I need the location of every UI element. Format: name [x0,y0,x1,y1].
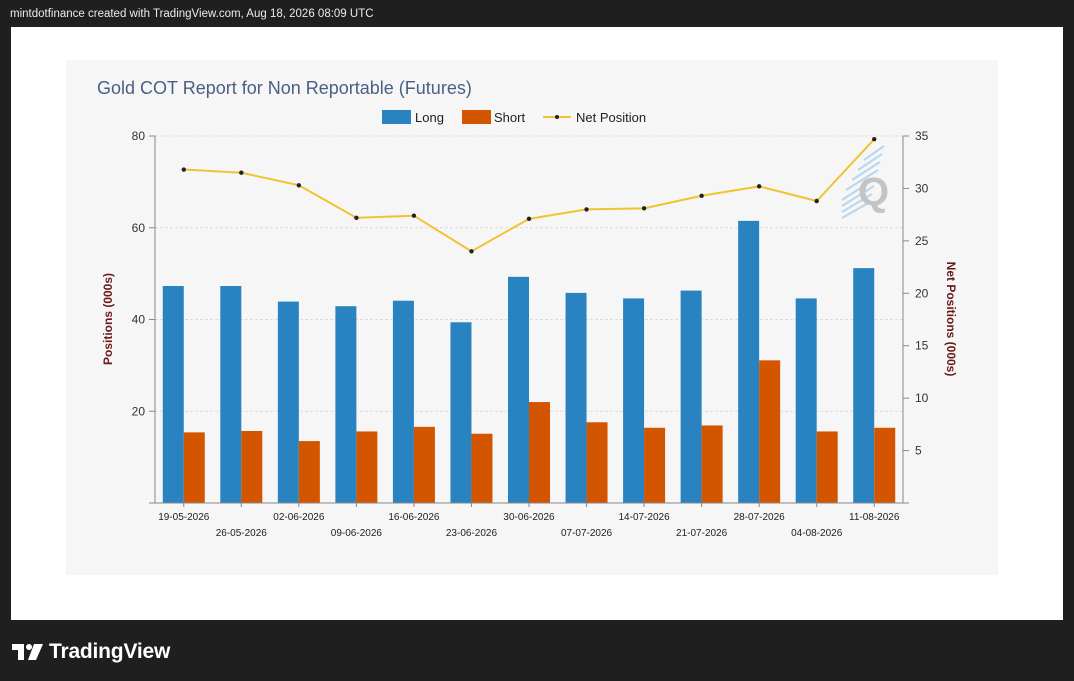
bar-short [586,422,608,503]
right-tick-label: 25 [915,234,929,248]
net-position-point [469,249,474,254]
legend-swatch-long [382,110,411,124]
bar-short [644,427,666,503]
left-tick-label: 60 [132,221,146,235]
right-axis-ticks: 5 10 15 20 25 30 35 [903,129,929,458]
bar-long [335,306,357,503]
x-tick-label: 02-06-2026 [273,512,325,523]
x-tick-label: 09-06-2026 [331,528,383,539]
bars [162,220,896,503]
tradingview-wordmark: TradingView [49,640,171,663]
net-position-point [756,184,762,189]
tradingview-brand: TradingView [12,638,170,666]
net-position-line [183,138,875,253]
net-position-point [296,183,302,188]
net-position-point [239,170,244,175]
right-tick-label: 10 [915,391,929,405]
bar-short [759,360,781,503]
bar-long [853,268,875,503]
bar-long [795,298,817,503]
net-position-point [584,207,589,212]
bar-short [413,426,435,503]
legend-label-short: Short [494,110,525,125]
bar-short [356,431,378,503]
left-axis-title: Positions (000s) [101,273,115,365]
net-position-point [872,136,877,142]
left-tick-label: 40 [132,313,146,327]
x-tick-label: 19-05-2026 [158,512,210,523]
left-tick-label: 80 [132,129,146,143]
x-axis-labels: 19-05-2026 26-05-2026 02-06-2026 09-06-2026… [158,503,900,539]
left-axis-ticks: 20 40 60 80 [132,129,155,418]
x-tick-label: 30-06-2026 [503,512,555,523]
right-tick-label: 15 [915,339,929,353]
x-tick-label: 28-07-2026 [734,512,786,523]
x-tick-label: 04-08-2026 [791,528,843,539]
net-position-series [181,136,877,254]
x-tick-label: 26-05-2026 [216,528,268,539]
chart-title: Gold COT Report for Non Reportable (Futu… [97,78,472,98]
bar-long [738,220,760,503]
watermark-letter: Q [858,170,889,214]
caption-bar: mintdotfinance created with TradingView.… [0,0,1074,27]
bar-long [162,286,184,503]
bar-long [680,290,702,503]
bar-long [565,292,587,503]
chart-caption: mintdotfinance created with TradingView.… [10,8,374,20]
bar-short [529,402,550,503]
legend-swatch-net-marker [555,115,559,119]
tradingview-logo-icon [12,644,43,660]
net-position-point [411,213,417,218]
net-position-point [354,215,359,220]
bar-short [701,425,723,503]
right-tick-label: 20 [915,286,929,300]
left-tick-label: 20 [132,404,146,418]
net-position-point [181,167,186,172]
legend-label-long: Long [415,110,444,125]
bar-long [220,286,242,503]
net-position-point [699,193,704,198]
net-position-point [814,198,819,204]
right-tick-label: 35 [915,129,929,143]
bar-short [241,430,263,503]
x-tick-label: 16-06-2026 [388,512,440,523]
bar-long [508,276,529,503]
right-axis-title: Net Positions (000s) [944,262,958,377]
legend-swatch-short [462,110,491,124]
bar-short [298,441,320,503]
bar-long [623,298,645,503]
right-tick-label: 5 [915,444,922,458]
bar-short [874,427,896,503]
watermark-logo: Q [841,145,889,219]
bar-long [450,322,472,503]
x-tick-label: 14-07-2026 [618,512,670,523]
x-tick-label: 21-07-2026 [676,528,728,539]
x-tick-label: 07-07-2026 [561,528,613,539]
x-tick-label: 23-06-2026 [446,528,498,539]
legend-label-net: Net Position [576,110,646,125]
x-tick-label: 11-08-2026 [849,512,900,523]
bar-short [471,433,493,503]
bar-short [816,431,838,503]
bar-long [277,301,299,503]
bar-long [392,300,414,503]
legend: Long Short Net Position [382,110,646,125]
right-tick-label: 30 [915,181,929,195]
net-position-point [641,206,647,211]
bar-short [183,432,205,503]
net-position-point [526,216,532,222]
watermark-stripes [841,145,885,219]
